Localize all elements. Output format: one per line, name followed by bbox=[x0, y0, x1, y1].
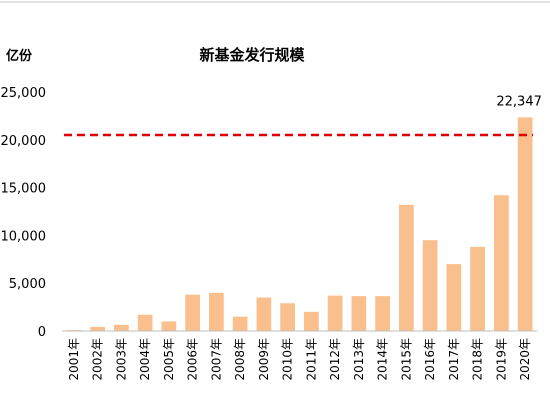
x-tick-label: 2007年 bbox=[209, 338, 223, 381]
y-axis: 0 5,000 10,000 15,000 20,000 25,000 bbox=[1, 86, 47, 340]
data-label-2020: 22,347 bbox=[496, 94, 542, 109]
x-tick-label: 2006年 bbox=[186, 338, 200, 381]
bar-2013年 bbox=[351, 296, 367, 331]
x-tick-label: 2011年 bbox=[304, 338, 318, 381]
x-tick-label: 2014年 bbox=[376, 338, 390, 381]
bar-2006年 bbox=[185, 294, 200, 331]
bar-2010年 bbox=[280, 303, 295, 331]
bar-2020年 bbox=[517, 117, 533, 332]
x-tick-label: 2018年 bbox=[471, 338, 485, 381]
y-axis-unit-label: 亿份 bbox=[6, 48, 33, 64]
bar-2012年 bbox=[327, 295, 343, 331]
x-tick-label: 2012年 bbox=[328, 338, 342, 381]
y-tick-label: 0 bbox=[38, 325, 46, 340]
x-tick-label: 2009年 bbox=[257, 338, 271, 381]
x-tick-label: 2013年 bbox=[352, 338, 366, 381]
bar-2019年 bbox=[494, 195, 509, 331]
x-tick-label: 2002年 bbox=[91, 338, 105, 381]
bars bbox=[66, 117, 533, 332]
bar-2015年 bbox=[399, 204, 414, 331]
bar-2017年 bbox=[446, 264, 462, 331]
x-tick-label: 2010年 bbox=[281, 338, 295, 381]
x-tick-label: 2001年 bbox=[67, 338, 81, 381]
x-tick-label: 2008年 bbox=[233, 338, 247, 381]
bar-2003年 bbox=[114, 324, 129, 331]
bar-2004年 bbox=[137, 314, 153, 331]
bar-2007年 bbox=[209, 292, 224, 331]
bar-2014年 bbox=[375, 296, 390, 331]
bar-2018年 bbox=[470, 246, 485, 331]
bar-2008年 bbox=[232, 316, 248, 331]
x-tick-label: 2015年 bbox=[399, 338, 413, 381]
y-tick-label: 10,000 bbox=[1, 229, 47, 244]
bar-2009年 bbox=[256, 297, 272, 331]
x-tick-label: 2017年 bbox=[447, 338, 461, 381]
x-tick-label: 2003年 bbox=[114, 338, 128, 381]
bar-2002年 bbox=[90, 326, 105, 331]
bar-2011年 bbox=[304, 311, 319, 331]
y-tick-label: 20,000 bbox=[1, 134, 47, 149]
bar-2005年 bbox=[161, 321, 177, 331]
x-tick-label: 2019年 bbox=[494, 338, 508, 381]
y-tick-label: 15,000 bbox=[1, 182, 47, 197]
y-tick-label: 25,000 bbox=[1, 86, 47, 101]
chart-title: 新基金发行规模 bbox=[199, 46, 305, 64]
x-tick-label: 2016年 bbox=[423, 338, 437, 381]
x-tick-label: 2020年 bbox=[518, 338, 532, 381]
x-tick-label: 2005年 bbox=[162, 338, 176, 381]
y-tick-label: 5,000 bbox=[9, 277, 46, 292]
x-axis: 2001年 2002年 2003年 2004年 2005年 2006年 2007年 2008年… bbox=[67, 338, 532, 381]
x-tick-label: 2004年 bbox=[138, 338, 152, 381]
bar-2016年 bbox=[422, 240, 438, 331]
